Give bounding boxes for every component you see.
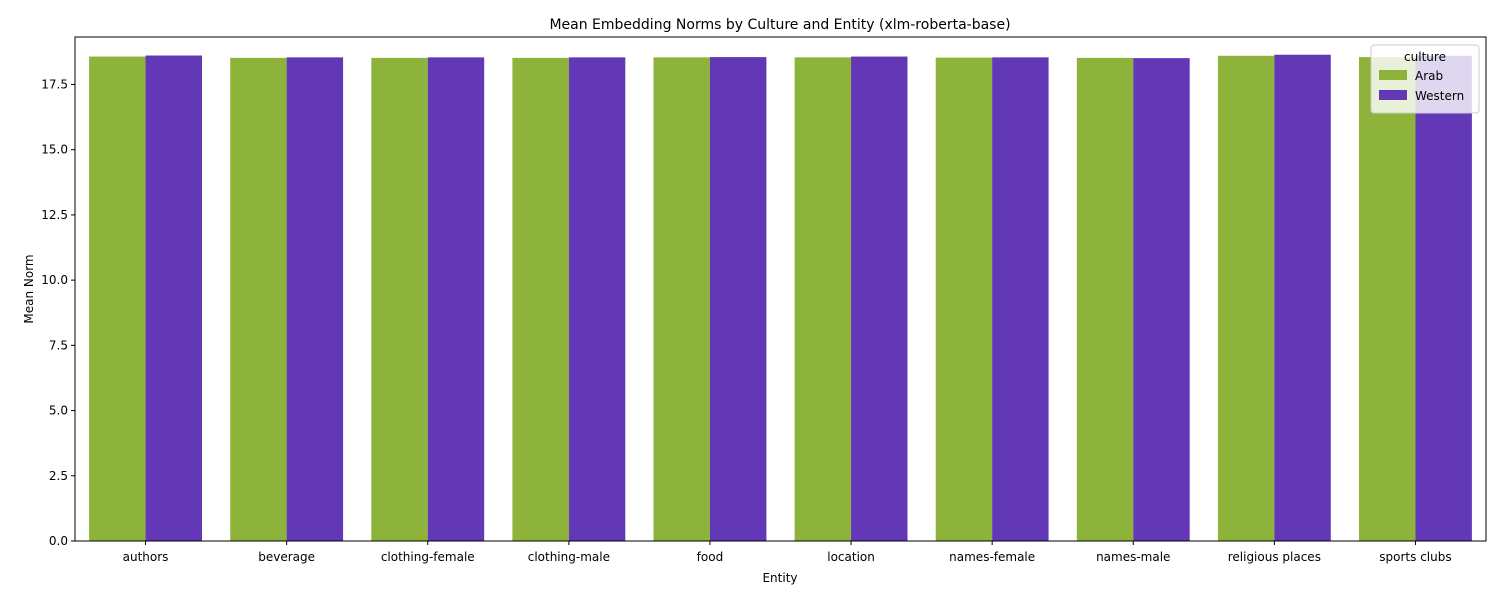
bar-arab xyxy=(1359,57,1416,542)
y-tick-label: 0.0 xyxy=(49,534,68,548)
x-tick-label: beverage xyxy=(258,550,315,564)
legend-swatch-arab xyxy=(1379,70,1407,80)
bar-arab xyxy=(512,57,569,541)
x-tick-label: names-male xyxy=(1096,550,1170,564)
x-tick-label: authors xyxy=(123,550,169,564)
y-tick-label: 5.0 xyxy=(49,404,68,418)
bar-western xyxy=(427,57,485,541)
bar-arab xyxy=(371,57,428,541)
legend-label-western: Western xyxy=(1415,89,1464,103)
y-tick-label: 17.5 xyxy=(41,77,68,91)
chart-title: Mean Embedding Norms by Culture and Enti… xyxy=(549,17,1010,33)
bar-arab xyxy=(230,57,287,541)
bar-arab xyxy=(1076,57,1134,541)
bar-western xyxy=(1415,55,1472,542)
x-tick-label: religious places xyxy=(1228,550,1321,564)
bar-western xyxy=(286,57,344,541)
bar-arab xyxy=(1217,55,1275,542)
y-tick-label: 15.0 xyxy=(41,143,68,157)
legend-label-arab: Arab xyxy=(1415,69,1443,83)
legend: culture Arab Western xyxy=(1370,44,1480,114)
x-tick-label: sports clubs xyxy=(1379,550,1451,564)
bar-arab xyxy=(794,57,852,541)
plot-area: authors beverage clothing-female clothing-m… xyxy=(41,36,1487,564)
plot-frame xyxy=(74,36,1487,542)
bar-western xyxy=(851,56,908,541)
legend-swatch-western xyxy=(1379,90,1407,100)
x-axis-title: Entity xyxy=(762,571,797,585)
x-tick-label: names-female xyxy=(949,550,1035,564)
x-tick-label: clothing-male xyxy=(528,550,610,564)
y-axis-title: Mean Norm xyxy=(22,254,36,323)
bar-western xyxy=(992,57,1049,541)
y-tick-label: 2.5 xyxy=(49,469,68,483)
bar-western xyxy=(1133,58,1190,542)
bar-arab xyxy=(653,57,710,541)
bar-western xyxy=(145,55,202,542)
y-tick-label: 12.5 xyxy=(41,208,68,222)
y-tick-label: 7.5 xyxy=(49,338,68,352)
x-tick-label: clothing-female xyxy=(381,550,475,564)
bar-western xyxy=(568,57,626,541)
legend-title: culture xyxy=(1404,50,1446,64)
bar-arab xyxy=(935,57,993,541)
bar-western xyxy=(1274,54,1331,541)
x-tick-label: location xyxy=(827,550,875,564)
y-tick-label: 10.0 xyxy=(41,273,68,287)
bar-arab xyxy=(89,56,146,541)
x-tick-label: food xyxy=(697,550,724,564)
bar-western xyxy=(709,57,767,542)
